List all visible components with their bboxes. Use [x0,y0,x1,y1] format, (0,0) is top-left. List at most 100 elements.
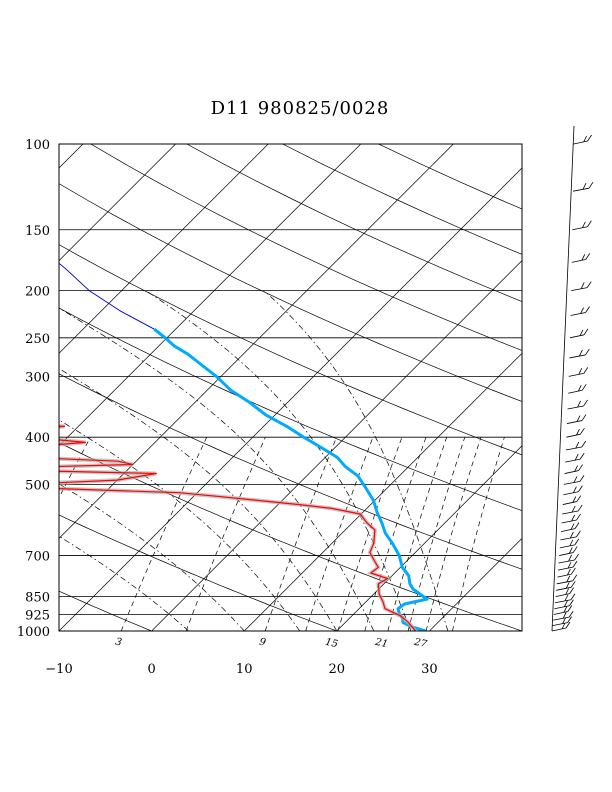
mixing-ratio-line [59,437,91,499]
wind-barb [566,427,585,438]
wind-barb [568,384,587,394]
wind-barb [570,306,590,316]
isotherm-line [59,167,522,631]
dry-adiabat-line [59,183,522,402]
temperature-tick-label: 30 [421,662,438,677]
wind-barb [573,134,592,145]
mixing-ratio-line [185,437,266,631]
wind-barb [572,220,592,231]
mixing-ratio-line [120,437,208,631]
isotherm-line [336,445,522,631]
mixing-ratio-line [305,437,374,631]
pressure-tick-label: 700 [25,550,50,565]
wind-barb [561,513,581,524]
mixing-ratio-line [452,437,505,631]
moist-adiabat-line [59,307,375,631]
wind-barb [565,452,585,463]
mixing-ratio-label: 9 [258,637,267,649]
isotherm-line [521,630,522,631]
moist-adiabat-line [263,290,449,631]
wind-barb [566,414,587,424]
mixing-ratio-label: 15 [324,637,339,650]
mixing-ratio-line [364,437,427,631]
mixing-ratio-labels: 3 9 15 21 27 [114,637,428,651]
mixing-ratio-line [425,437,482,631]
wind-barb [554,599,574,610]
wind-barb [560,522,580,532]
wind-barb [556,574,578,585]
wind-barb [559,538,580,549]
wind-barb [553,605,573,615]
dry-adiabat-line [90,144,522,351]
pressure-tick-label: 200 [25,285,50,300]
isotherm-line [59,144,362,447]
temperature-axis: −10 0 10 20 30 [45,662,437,677]
wind-barb [557,567,576,578]
mixing-ratio-label: 27 [412,637,428,651]
isotherm-line [59,144,269,354]
wind-barb-staff [551,125,575,632]
wind-barb [562,504,583,515]
pressure-tick-label: 300 [25,370,50,385]
wind-barb [553,610,574,621]
isotherm-line [59,144,176,262]
pressure-tick-label: 850 [25,591,50,606]
chart-title: D11 980825/0028 [211,98,390,119]
wind-barb [557,560,578,571]
wind-barb [558,553,579,564]
pressure-tick-label: 150 [25,224,50,239]
pressure-tick-label: 1000 [17,625,50,640]
wind-barb [571,281,592,291]
dry-adiabat-line [59,442,522,631]
pressure-tick-label: 250 [25,332,50,347]
moist-adiabat-line [59,483,245,631]
wind-barb [571,253,591,263]
mixing-ratio-line [264,437,337,631]
wind-barb [564,464,583,474]
wind-barb [559,546,578,556]
sounding-profiles [59,262,429,631]
dry-adiabat-line [59,307,522,511]
wind-barbs [551,125,594,632]
pressure-tick-label: 500 [25,478,50,493]
wind-barb [554,593,576,604]
temperature-tick-label: 20 [329,662,346,677]
temperature-tick-label: 10 [236,662,253,677]
isotherm-line [59,144,454,539]
wind-barb [563,485,583,496]
mixing-ratio-line [337,437,403,631]
plot-grid [59,144,522,631]
wind-barb [552,616,572,627]
pressure-tick-label: 400 [25,431,50,446]
moist-adiabat-line [145,290,412,631]
mixing-ratio-label: 3 [114,637,123,649]
wind-barb [555,587,574,598]
high_temperature-profile [59,262,155,330]
dewpoint-shadow [59,424,418,631]
wind-barb [551,621,571,632]
wind-barb [572,181,594,192]
moist-adiabat-line [59,419,301,631]
wind-barb [562,495,582,505]
isotherm-line [151,260,522,631]
dry-adiabat-line [59,590,152,631]
dry-adiabat-line [59,514,337,631]
mixing-ratio-label: 21 [373,637,389,651]
wind-barb [556,581,576,591]
wind-barb [567,399,588,410]
wind-barb [568,367,589,377]
plot-frame [58,143,523,632]
wind-barb [569,328,589,339]
temperature-profile [153,328,429,631]
wind-barb [569,348,590,359]
dry-adiabat-line [59,244,522,456]
dry-adiabat-line [378,144,522,210]
wind-barb [560,530,581,541]
wind-barb [565,440,587,451]
dry-adiabat-line [59,373,522,570]
pressure-tick-label: 100 [25,138,50,153]
wind-barb [563,475,585,485]
pressure-tick-label: 925 [25,609,50,624]
